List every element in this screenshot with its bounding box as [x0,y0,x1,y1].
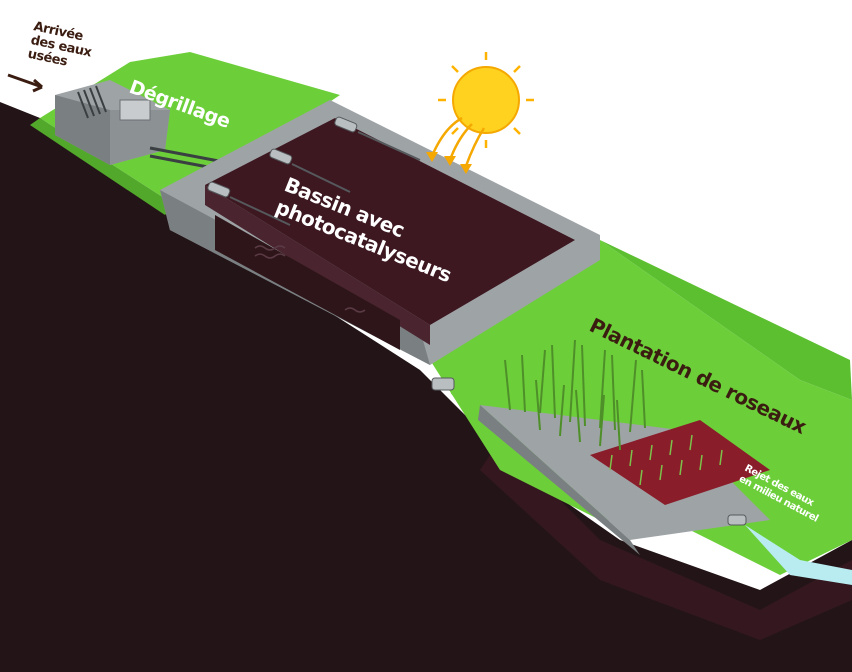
grass-lower [430,240,852,575]
basin-outlet [431,377,482,414]
grille-icon [77,85,107,119]
reed-bed [478,339,852,585]
reed-icon [504,339,646,451]
photocatalytic-basin [160,100,600,365]
basin-inner-wall [205,185,430,345]
outflow-water [745,525,852,585]
screening-unit [7,73,170,165]
inflow-arrow-icon [7,73,43,89]
grass-lower-right [600,240,852,400]
sun-icon [426,52,534,174]
grass-upper-edge [30,118,175,215]
lamp-icon [207,116,421,226]
reed-bed-red [590,420,770,505]
inflow-label: Arrivée des eaux usées [26,19,99,75]
basin-cutaway [215,215,400,350]
basin-water [205,118,575,325]
